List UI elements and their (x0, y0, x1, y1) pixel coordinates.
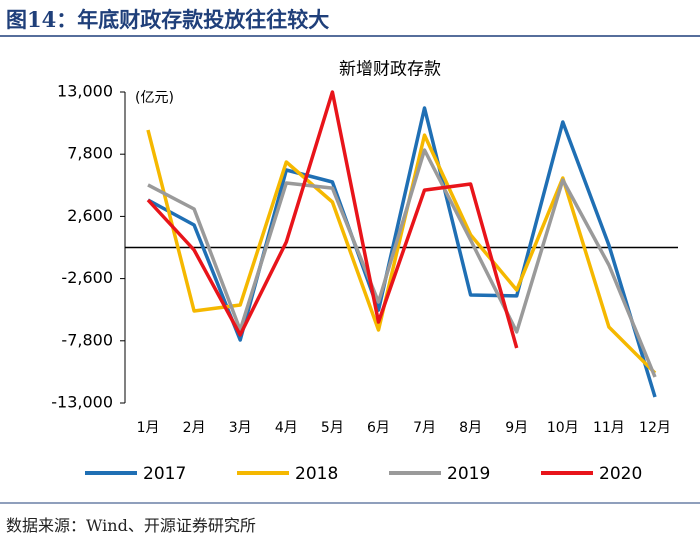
x-tick-label: 8月 (459, 420, 482, 436)
y-tick-label: -2,600 (61, 268, 113, 287)
y-tick-label: 7,800 (67, 144, 113, 163)
legend-label: 2019 (447, 464, 490, 484)
series-line (146, 90, 519, 349)
header-title: 图14：年底财政存款投放往往较大 (6, 7, 330, 32)
x-tick-label: 12月 (639, 420, 671, 436)
x-tick-label: 7月 (413, 420, 436, 436)
x-tick-label: 6月 (367, 420, 390, 436)
y-tick-label: -13,000 (51, 393, 113, 412)
y-tick-label: 13,000 (57, 82, 113, 101)
y-tick-label: -7,800 (61, 330, 113, 349)
unit-label: (亿元) (135, 90, 174, 106)
x-tick-label: 4月 (275, 420, 298, 436)
x-tick-label: 2月 (183, 420, 206, 436)
y-tick-label: 2,600 (67, 206, 113, 225)
source: 数据来源：Wind、开源证券研究所 (6, 516, 256, 535)
legend-label: 2017 (143, 464, 186, 484)
chart-title: 新增财政存款 (339, 60, 441, 80)
x-tick-label: 10月 (547, 420, 579, 436)
x-tick-label: 9月 (505, 420, 528, 436)
legend-label: 2018 (295, 464, 338, 484)
x-tick-label: 11月 (593, 420, 625, 436)
x-tick-label: 3月 (229, 420, 252, 436)
x-tick-label: 1月 (137, 420, 160, 436)
legend-label: 2020 (599, 464, 642, 484)
series-line (147, 148, 657, 378)
x-tick-label: 5月 (321, 420, 344, 436)
